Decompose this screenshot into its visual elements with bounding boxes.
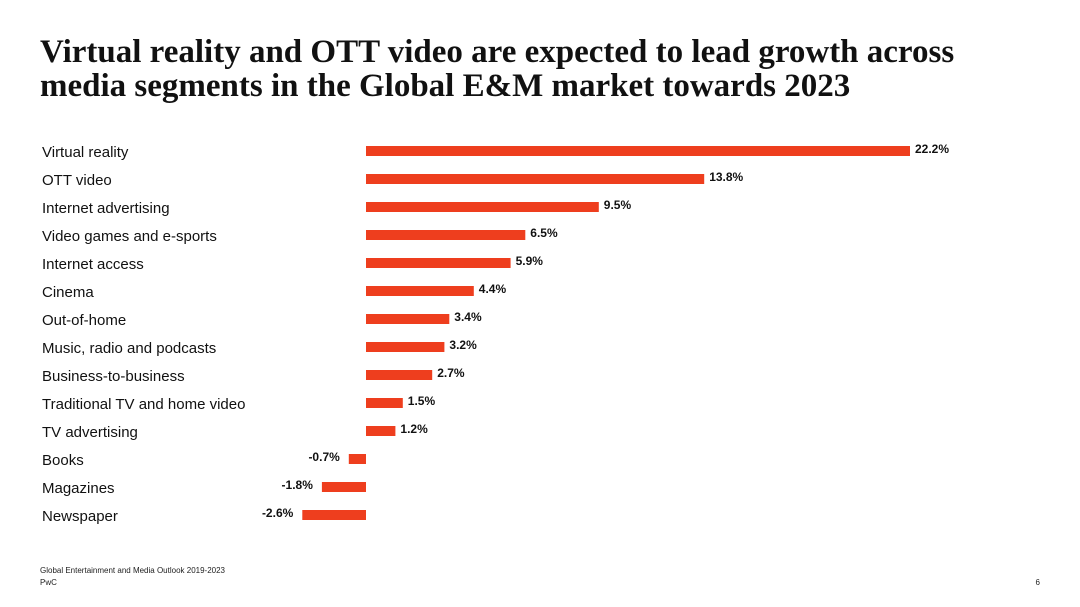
bar (302, 510, 366, 520)
category-label: Traditional TV and home video (42, 396, 245, 413)
value-label: -1.8% (282, 478, 314, 492)
bar (366, 286, 474, 296)
bar (366, 174, 705, 184)
value-label: 13.8% (709, 170, 743, 184)
category-label: Newspaper (42, 508, 118, 525)
bar (366, 146, 910, 156)
category-label: Books (42, 452, 84, 469)
value-label: 22.2% (915, 142, 949, 156)
category-label: Music, radio and podcasts (42, 340, 216, 357)
bar (366, 398, 403, 408)
value-label: 3.4% (454, 310, 482, 324)
value-label: 1.2% (400, 422, 428, 436)
category-label: Virtual reality (42, 144, 129, 161)
slide-title-line-1: Virtual reality and OTT video are expect… (40, 34, 955, 70)
bar (366, 202, 599, 212)
bar (366, 314, 450, 324)
bar (321, 482, 366, 492)
value-label: 4.4% (479, 282, 507, 296)
value-label: 6.5% (530, 226, 558, 240)
value-label: 5.9% (516, 254, 544, 268)
value-label: 3.2% (449, 338, 477, 352)
bar (348, 454, 366, 464)
category-label: Cinema (42, 284, 94, 301)
bar (366, 230, 526, 240)
slide-title-line-2: media segments in the Global E&M market … (40, 68, 851, 104)
category-label: TV advertising (42, 424, 138, 441)
bar (366, 258, 511, 268)
category-label: Business-to-business (42, 368, 185, 385)
value-label: -2.6% (262, 506, 294, 520)
page-number: 6 (1035, 578, 1040, 587)
category-label: Internet access (42, 256, 144, 273)
value-label: 9.5% (604, 198, 632, 212)
value-label: -0.7% (308, 450, 340, 464)
bar (366, 370, 433, 380)
bar (366, 342, 445, 352)
category-label: Internet advertising (42, 200, 170, 217)
value-label: 1.5% (408, 394, 436, 408)
category-label: Out-of-home (42, 312, 126, 329)
category-label: Video games and e-sports (42, 228, 217, 245)
bar (366, 426, 396, 436)
footer-source: Global Entertainment and Media Outlook 2… (40, 566, 226, 575)
footer-brand: PwC (40, 578, 57, 587)
category-label: Magazines (42, 480, 115, 497)
category-label: OTT video (42, 172, 112, 189)
value-label: 2.7% (437, 366, 465, 380)
